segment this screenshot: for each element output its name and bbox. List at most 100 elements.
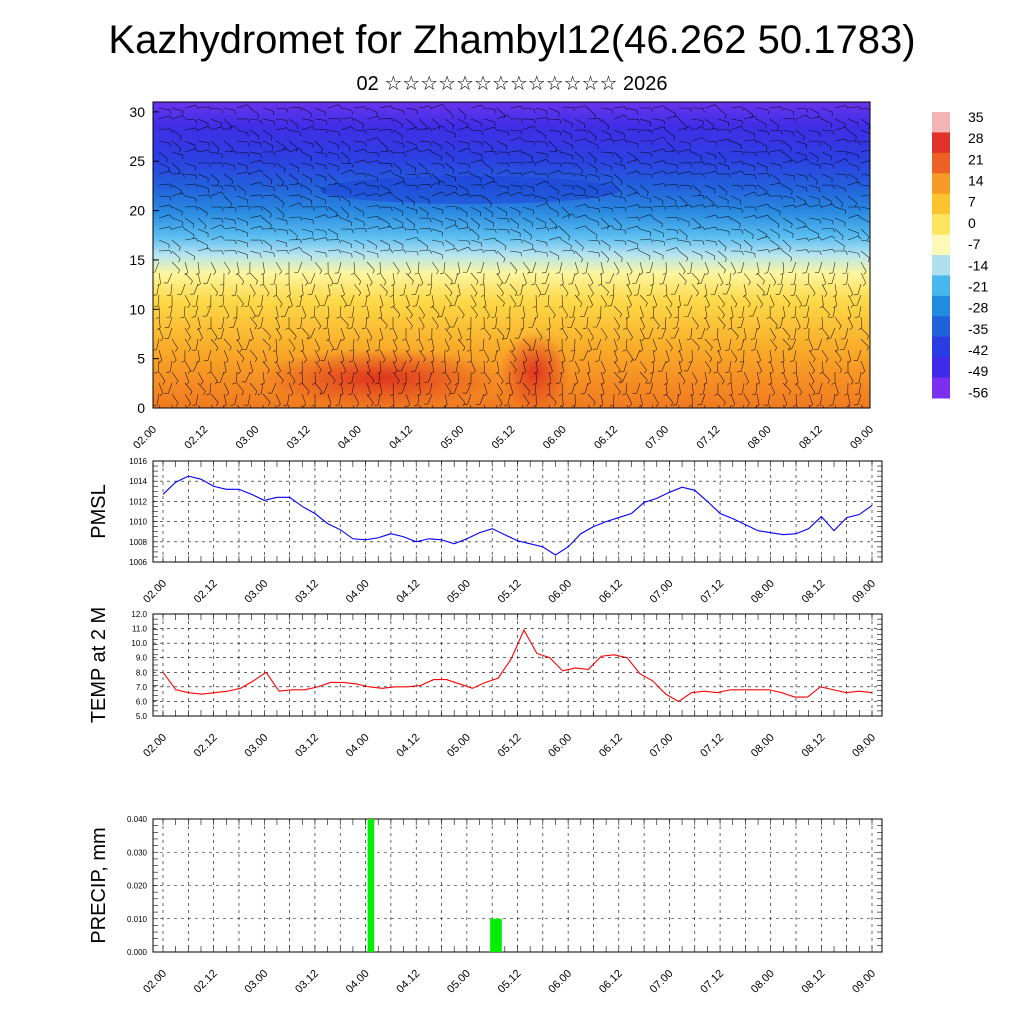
wind-barb	[301, 118, 313, 121]
wind-barb-flag	[722, 414, 724, 417]
wind-barb-flag	[220, 191, 225, 195]
wind-barb-flag	[214, 380, 218, 385]
wind-barb	[223, 261, 231, 272]
precip-y-axis-label: PRECIP, mm	[88, 827, 110, 943]
wind-barb-flag	[426, 246, 429, 251]
wind-barb	[262, 261, 265, 273]
wind-barb	[678, 171, 690, 175]
wind-barb-flag	[348, 393, 353, 395]
wind-barb	[613, 371, 622, 381]
wind-barb-flag	[783, 404, 788, 408]
wind-barb	[665, 228, 677, 231]
wind-barb-flag	[628, 293, 632, 298]
wind-barb	[454, 294, 459, 306]
wind-barb	[730, 170, 742, 175]
wind-barb	[314, 316, 322, 327]
wind-barb-flag	[839, 369, 843, 374]
wind-barb-flag	[406, 349, 411, 353]
wind-barb	[284, 305, 290, 317]
wind-barb	[678, 261, 686, 272]
wind-barb	[573, 404, 576, 408]
precip-x-tick-label: 03.00	[242, 968, 270, 996]
wind-barb	[405, 393, 411, 405]
wind-barb-flag	[639, 272, 644, 276]
pmsl-y-axis-label: PMSL	[88, 484, 110, 538]
wind-barb-flag	[585, 203, 589, 208]
wind-barb	[483, 126, 495, 131]
pmsl-x-tick-label: 03.12	[293, 578, 321, 606]
wind-barb	[405, 127, 417, 131]
wind-barb-flag	[676, 205, 680, 210]
wind-barb-flag	[442, 242, 444, 247]
wind-barb-flag	[273, 151, 276, 156]
wind-barb-flag	[698, 225, 701, 229]
wind-barb-flag	[750, 247, 753, 252]
wind-barb	[184, 118, 196, 121]
wind-barb-flag	[335, 404, 340, 406]
wind-barb-flag	[393, 416, 396, 418]
wind-barb	[506, 327, 511, 339]
wind-barb-flag	[789, 147, 792, 152]
wind-barb	[366, 205, 378, 208]
wind-barb	[453, 316, 459, 328]
wind-barb-flag	[689, 108, 692, 113]
wind-barb-flag	[780, 272, 785, 275]
wind-barb	[860, 184, 870, 187]
wind-barb	[405, 184, 417, 187]
wind-barb-flag	[351, 117, 355, 122]
wind-barb	[561, 360, 564, 372]
wind-barb	[444, 217, 456, 222]
wind-barb-flag	[285, 327, 290, 330]
wind-barb-flag	[354, 371, 359, 375]
wind-barb	[249, 194, 261, 197]
wind-barb	[574, 151, 584, 160]
wind-barb-flag	[310, 316, 315, 319]
wind-barb	[821, 173, 833, 179]
wind-barb-flag	[842, 283, 847, 286]
wind-barb	[327, 140, 339, 146]
pmsl-x-tick-label: 07.12	[698, 578, 726, 606]
wind-barb	[522, 217, 533, 224]
wind-barb-flag	[738, 393, 743, 396]
wind-barb	[340, 126, 352, 131]
wind-barb-flag	[559, 131, 562, 136]
wind-barb	[479, 393, 485, 405]
wind-barb-flag	[348, 360, 353, 363]
wind-barb	[860, 239, 870, 242]
wind-barb-flag	[439, 272, 444, 275]
warm-anomaly	[500, 332, 570, 408]
wind-barb	[691, 371, 698, 382]
wind-barb-flag	[286, 371, 291, 375]
wind-barb	[392, 294, 395, 306]
wind-barb-flag	[268, 402, 271, 406]
colorbar-label: -21	[968, 278, 988, 294]
wind-barb-flag	[844, 158, 849, 162]
wind-barb-flag	[413, 404, 418, 407]
wind-barb-flag	[230, 203, 233, 208]
wind-barb-flag	[858, 206, 861, 211]
wind-barb-flag	[247, 152, 250, 157]
wind-barb-flag	[702, 120, 705, 125]
wind-barb	[444, 360, 447, 372]
wind-barb-flag	[767, 249, 771, 254]
wind-barb	[703, 382, 706, 394]
wind-barb-flag	[767, 193, 771, 197]
wind-barb	[846, 272, 849, 284]
wind-barb	[210, 184, 222, 187]
wind-barb-flag	[346, 324, 349, 329]
wind-barb-flag	[296, 327, 301, 330]
wind-barb-flag	[517, 224, 520, 229]
wind-barb	[665, 371, 668, 383]
wind-barb	[314, 382, 323, 392]
wind-barb	[353, 181, 365, 186]
wind-barb	[782, 338, 791, 348]
wind-barb	[262, 239, 273, 247]
wind-barb-flag	[388, 223, 390, 228]
wind-barb-flag	[296, 180, 299, 185]
precip-y-tick-label: 0.010	[127, 915, 148, 924]
wind-barb	[235, 283, 238, 295]
wind-barb	[223, 250, 236, 252]
wind-barb-flag	[598, 252, 600, 257]
wind-barb-flag	[723, 402, 726, 406]
wind-barb	[834, 404, 837, 408]
